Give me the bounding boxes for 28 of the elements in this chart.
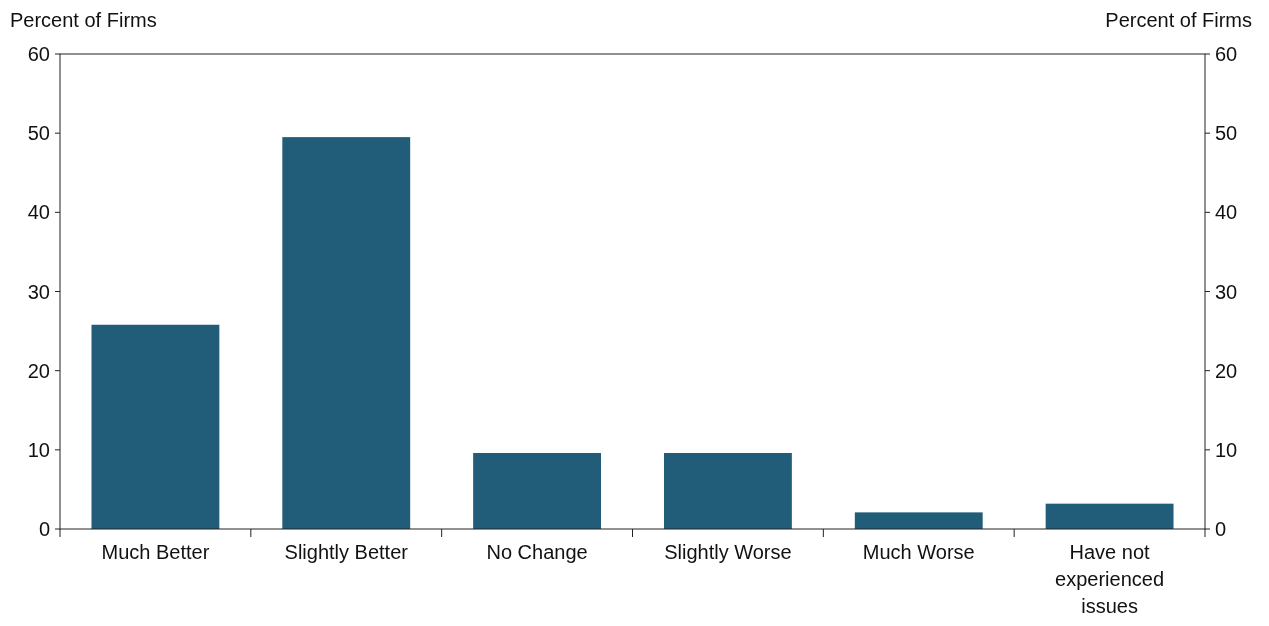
- y2-tick-label: 30: [1215, 280, 1238, 303]
- x-tick-label: No Change: [486, 541, 588, 563]
- y2-tick-label: 40: [1215, 201, 1238, 224]
- y2-tick-label: 60: [1215, 43, 1238, 65]
- y2-tick-label: 50: [1215, 122, 1238, 145]
- x-tick-label: Slightly Better: [284, 541, 409, 563]
- y-tick-label: 10: [27, 438, 50, 461]
- bar: [1045, 503, 1174, 529]
- y-axis-title: Percent of Firms: [10, 9, 157, 31]
- x-tick-label: Have not experienced issues: [1055, 541, 1165, 617]
- y2-tick-label: 10: [1215, 438, 1238, 461]
- y-tick-label: 40: [27, 201, 50, 224]
- y2-axis-title: Percent of Firms: [1105, 9, 1252, 31]
- bar: [473, 453, 602, 529]
- x-tick-label: Slightly Worse: [664, 541, 792, 563]
- bar: [663, 453, 792, 529]
- bar: [91, 324, 220, 529]
- bar: [282, 137, 411, 529]
- y2-tick-label: 0: [1215, 518, 1227, 540]
- x-tick-label: Much Worse: [862, 541, 975, 563]
- y2-tick-label: 20: [1215, 359, 1238, 382]
- x-tick-label: Much Better: [101, 541, 210, 563]
- y-tick-label: 20: [27, 359, 50, 382]
- bar: [854, 512, 983, 529]
- y-tick-label: 30: [27, 280, 50, 303]
- y-tick-label: 60: [27, 43, 50, 65]
- y-tick-label: 50: [27, 122, 50, 145]
- y-tick-label: 0: [38, 518, 50, 540]
